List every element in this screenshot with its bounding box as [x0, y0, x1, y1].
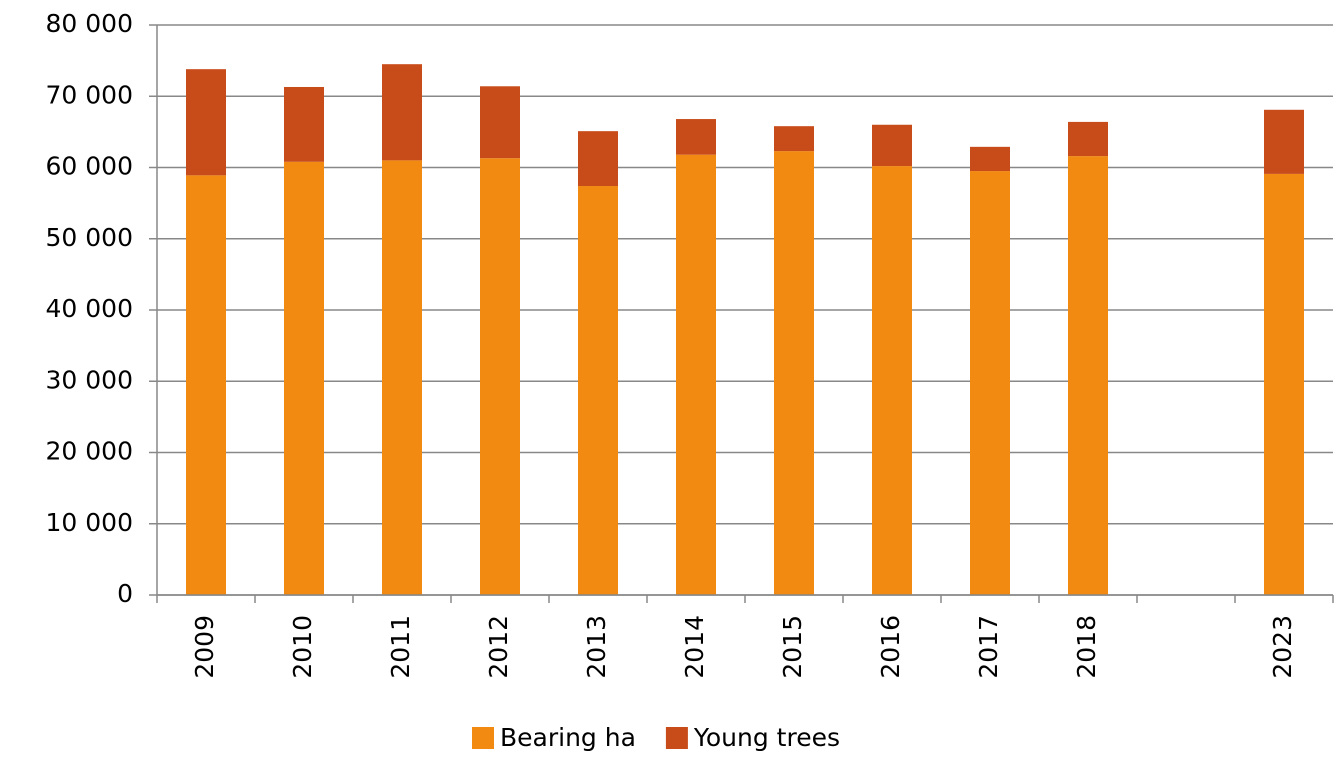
bar	[578, 186, 618, 595]
bar	[872, 124, 912, 167]
x-tick-label: 2011	[386, 615, 415, 679]
x-tick-label: 2018	[1072, 615, 1101, 679]
bar	[186, 175, 226, 595]
y-tick-label: 0	[117, 579, 133, 608]
x-tick-label: 2012	[484, 615, 513, 679]
x-tick-label: 2017	[974, 615, 1003, 679]
y-tick-label: 10 000	[46, 508, 133, 537]
bar	[284, 161, 324, 596]
y-tick-label: 20 000	[46, 437, 133, 466]
x-tick-label: 2009	[190, 615, 219, 679]
x-tick-label: 2015	[778, 615, 807, 679]
y-tick-label: 60 000	[46, 152, 133, 181]
legend-swatch	[665, 727, 688, 749]
y-tick-label: 80 000	[46, 9, 133, 38]
x-tick-label: 2010	[288, 615, 317, 679]
bar	[872, 166, 912, 595]
bar	[480, 86, 520, 159]
y-tick-label: 40 000	[46, 294, 133, 323]
x-tick-label: 2014	[680, 615, 709, 679]
bar	[284, 86, 324, 162]
bar	[676, 154, 716, 596]
x-tick-label: 2016	[876, 615, 905, 679]
legend-label: Bearing ha	[500, 723, 636, 752]
bar	[676, 119, 716, 155]
bar	[970, 146, 1010, 172]
bar	[186, 69, 226, 176]
bar	[382, 160, 422, 595]
x-tick-label: 2013	[582, 615, 611, 679]
y-tick-label: 50 000	[46, 223, 133, 252]
bar	[1068, 121, 1108, 157]
legend-label: Young trees	[693, 723, 840, 752]
bar	[382, 64, 422, 161]
bar	[1068, 156, 1108, 595]
bar	[1264, 109, 1304, 174]
y-tick-label: 70 000	[46, 80, 133, 109]
bar	[1264, 173, 1304, 595]
bar	[774, 126, 814, 152]
legend-swatch	[472, 727, 494, 749]
y-tick-label: 30 000	[46, 365, 133, 394]
bar	[774, 151, 814, 596]
bar	[480, 158, 520, 596]
x-tick-label: 2023	[1268, 615, 1297, 679]
bar	[578, 131, 618, 187]
bar	[970, 171, 1010, 595]
